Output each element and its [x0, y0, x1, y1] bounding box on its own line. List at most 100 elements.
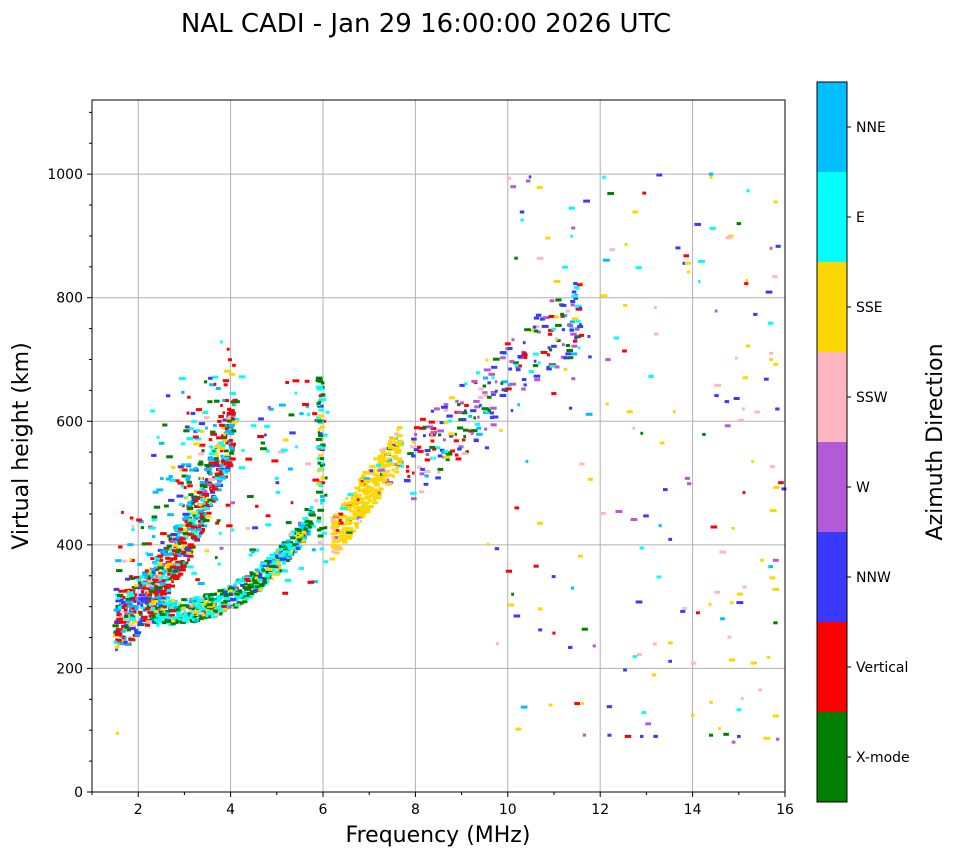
echo-point [353, 503, 359, 507]
echo-point [536, 256, 544, 260]
echo-point [152, 490, 159, 494]
echo-point [199, 443, 206, 447]
echo-point [285, 539, 291, 543]
echo-point [165, 565, 170, 569]
echo-point [211, 461, 218, 465]
echo-point [461, 438, 466, 442]
echo-point [433, 446, 441, 450]
echo-point [508, 367, 513, 371]
echo-point [177, 617, 182, 621]
echo-point [154, 584, 158, 588]
echo-point [231, 606, 235, 609]
echo-point [170, 575, 175, 579]
echo-point [568, 406, 573, 410]
echo-point [144, 594, 149, 598]
echo-point [607, 733, 612, 737]
echo-point [205, 467, 212, 471]
echo-point [285, 381, 289, 384]
echo-point [396, 434, 403, 438]
echo-point [199, 481, 206, 484]
echo-point [470, 431, 474, 435]
echo-point [277, 548, 284, 551]
echo-point [215, 473, 219, 477]
echo-point [373, 477, 380, 481]
echo-point [163, 546, 168, 550]
echo-point [424, 449, 431, 452]
echo-point [323, 419, 327, 423]
echo-point [200, 494, 207, 498]
echo-point [364, 480, 370, 484]
echo-point [157, 599, 161, 602]
echo-point [165, 575, 169, 579]
echo-point [547, 332, 553, 336]
echo-point [178, 503, 184, 506]
echo-point [201, 607, 206, 610]
echo-point [243, 580, 247, 584]
echo-point [219, 423, 225, 427]
echo-point [154, 593, 159, 597]
echo-point [719, 550, 727, 554]
echo-point [221, 605, 227, 608]
echo-point [362, 489, 368, 493]
echo-point [489, 411, 494, 415]
echo-point [347, 501, 354, 505]
echo-point [218, 607, 223, 611]
echo-point [349, 517, 356, 520]
echo-point [378, 457, 386, 461]
echo-point [573, 282, 578, 285]
y-tick-label: 600 [56, 414, 83, 430]
echo-point [298, 521, 301, 525]
echo-point [600, 294, 608, 298]
echo-point [115, 648, 118, 652]
echo-point [115, 638, 119, 642]
echo-point [223, 599, 228, 603]
colorbar-label: Azimuth Direction [923, 343, 948, 540]
echo-point [183, 613, 189, 617]
echo-point [694, 222, 701, 226]
echo-point [337, 521, 344, 525]
echo-point [318, 484, 324, 488]
echo-point [733, 397, 740, 400]
echo-point [153, 609, 159, 613]
echo-point [156, 435, 160, 439]
echo-point [537, 361, 541, 365]
echo-point [494, 380, 498, 384]
echo-point [225, 429, 232, 433]
colorbar-label-e: E [856, 210, 865, 226]
echo-point [227, 603, 231, 607]
echo-point [210, 432, 217, 436]
echo-point [323, 433, 328, 437]
echo-point [549, 299, 555, 303]
colorbar-label-x-mode: X-mode [856, 750, 910, 766]
echo-point [206, 504, 210, 507]
echo-point [372, 473, 379, 477]
echo-point [255, 548, 260, 552]
echo-point [118, 545, 123, 549]
echo-point [736, 601, 744, 605]
echo-point [173, 537, 180, 541]
echo-point [143, 616, 147, 620]
echo-point [204, 489, 208, 493]
echo-point [191, 419, 197, 423]
echo-point [360, 507, 367, 511]
echo-point [181, 541, 187, 545]
echo-point [128, 623, 132, 627]
echo-point [533, 316, 540, 320]
echo-point [579, 462, 585, 466]
echo-point [213, 382, 217, 386]
echo-point [120, 601, 126, 604]
echo-point [128, 602, 133, 606]
echo-point [196, 496, 203, 500]
echo-point [368, 505, 373, 509]
echo-point [396, 426, 403, 430]
echo-point [482, 393, 488, 397]
echo-point [523, 356, 528, 359]
echo-point [381, 460, 387, 464]
echo-point [395, 467, 399, 470]
echo-point [145, 542, 152, 546]
echo-point [192, 615, 197, 619]
echo-point [136, 600, 139, 603]
echo-point [231, 417, 234, 421]
echo-point [180, 442, 185, 446]
echo-point [575, 327, 580, 331]
